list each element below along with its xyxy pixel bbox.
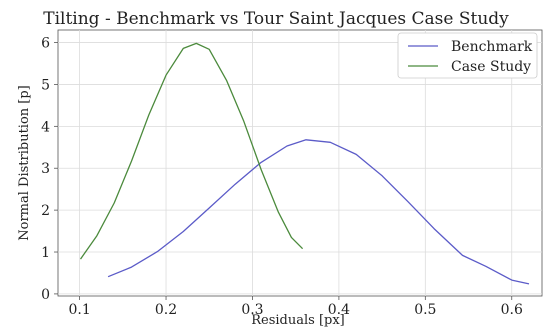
series-line-case-study xyxy=(79,42,304,260)
x-axis-label: Residuals [px] xyxy=(251,313,345,327)
legend-box xyxy=(397,32,538,79)
x-tick-label-0-6: 0.6 xyxy=(501,302,523,318)
x-tick-label-0-4: 0.4 xyxy=(328,302,350,318)
x-tick-label-0-2: 0.2 xyxy=(155,302,177,318)
axis-ticks: 0.1 0.2 0.3 0.4 0.5 0.6 0 1 2 3 4 5 6 xyxy=(41,36,523,318)
y-tick-label-2: 2 xyxy=(41,203,50,219)
y-tick-label-1: 1 xyxy=(41,245,50,261)
y-tick-label-4: 4 xyxy=(41,119,50,135)
legend-label-case-study: Case Study xyxy=(451,59,531,75)
y-tick-label-0: 0 xyxy=(41,287,50,303)
chart-title: Tilting - Benchmark vs Tour Saint Jacque… xyxy=(43,9,509,29)
y-tick-label-6: 6 xyxy=(41,36,50,52)
x-tick-label-0-3: 0.3 xyxy=(241,302,263,318)
y-axis-label: Normal Distribution [p] xyxy=(17,85,32,241)
x-tick-label-0-1: 0.1 xyxy=(68,302,90,318)
series-layer xyxy=(79,42,530,285)
y-tick-label-3: 3 xyxy=(41,161,50,177)
series-line-benchmark xyxy=(107,139,530,285)
legend-label-benchmark: Benchmark xyxy=(451,39,533,55)
x-tick-label-0-5: 0.5 xyxy=(414,302,436,318)
y-tick-label-5: 5 xyxy=(41,77,50,93)
legend: Benchmark Case Study xyxy=(397,32,538,79)
